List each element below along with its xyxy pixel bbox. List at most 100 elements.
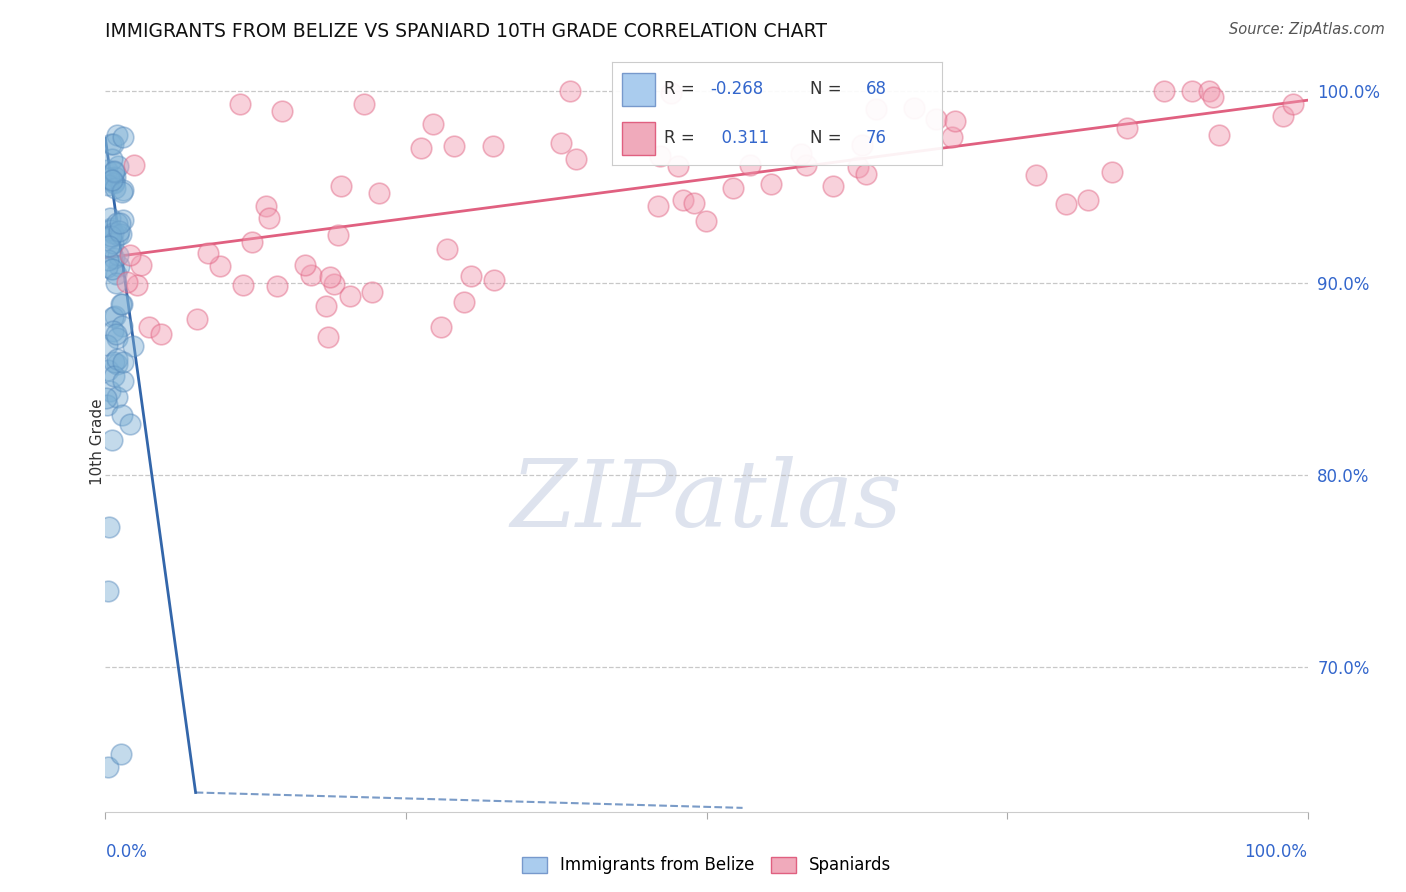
Point: [326, 227, 349, 242]
Point: [550, 136, 572, 150]
Point: [1180, 84, 1202, 98]
Point: [103, 176, 125, 190]
Point: [98, 211, 121, 226]
Point: [1025, 169, 1047, 183]
Point: [138, 319, 160, 334]
Text: ZIPatlas: ZIPatlas: [510, 456, 903, 546]
Point: [683, 196, 706, 211]
Point: [794, 158, 817, 172]
Point: [111, 354, 134, 368]
Point: [105, 276, 128, 290]
Point: [436, 242, 458, 256]
Point: [112, 375, 135, 389]
Point: [925, 112, 948, 126]
Point: [103, 324, 125, 338]
Point: [453, 295, 475, 310]
Point: [821, 179, 844, 194]
Point: [361, 285, 384, 300]
Point: [97, 363, 120, 377]
Point: [110, 185, 132, 199]
Point: [100, 221, 122, 235]
Point: [481, 139, 503, 153]
Point: [97, 760, 120, 774]
Text: N =: N =: [810, 129, 846, 147]
Point: [103, 252, 125, 266]
Point: [105, 267, 128, 281]
Point: [107, 248, 129, 262]
Point: [107, 351, 129, 366]
Point: [125, 278, 148, 293]
Point: [101, 226, 124, 240]
Point: [103, 175, 125, 189]
Point: [108, 260, 131, 274]
Point: [666, 160, 689, 174]
Point: [103, 369, 125, 384]
Point: [110, 297, 132, 311]
Point: [98, 171, 121, 186]
Point: [103, 164, 125, 178]
Point: [94, 391, 117, 405]
Point: [97, 583, 120, 598]
Point: [103, 355, 125, 369]
Point: [104, 326, 127, 341]
Point: [422, 118, 444, 132]
Point: [111, 408, 134, 422]
Point: [100, 262, 122, 277]
Point: [1282, 97, 1305, 112]
Point: [266, 279, 288, 293]
Point: [100, 136, 122, 151]
Point: [1153, 84, 1175, 98]
Point: [851, 137, 873, 152]
Point: [111, 296, 134, 310]
Point: [482, 273, 505, 287]
Point: [112, 213, 135, 227]
Point: [231, 277, 253, 292]
Point: [105, 390, 128, 404]
Point: [659, 86, 682, 100]
Point: [411, 141, 433, 155]
Point: [150, 326, 173, 341]
Point: [941, 129, 963, 144]
Point: [1054, 197, 1077, 211]
Point: [367, 186, 389, 201]
Point: [254, 199, 277, 213]
Point: [353, 97, 375, 112]
Point: [319, 269, 342, 284]
Point: [96, 163, 118, 178]
Point: [855, 167, 877, 181]
Text: R =: R =: [665, 129, 700, 147]
Point: [105, 357, 128, 371]
Point: [294, 258, 316, 272]
Point: [103, 236, 125, 251]
FancyBboxPatch shape: [621, 122, 655, 155]
Point: [97, 238, 120, 252]
Point: [98, 520, 121, 534]
Point: [115, 276, 138, 290]
Point: [323, 277, 346, 292]
Point: [186, 312, 208, 326]
Point: [118, 248, 141, 262]
Point: [1077, 193, 1099, 207]
Point: [97, 253, 120, 268]
Point: [740, 158, 762, 172]
Point: [721, 181, 744, 195]
Point: [104, 180, 127, 194]
Point: [101, 433, 124, 447]
Point: [120, 417, 142, 431]
Y-axis label: 10th Grade: 10th Grade: [90, 398, 104, 485]
Point: [110, 747, 132, 761]
Point: [315, 299, 337, 313]
Point: [108, 224, 131, 238]
Point: [105, 216, 128, 230]
Point: [1202, 89, 1225, 103]
Point: [271, 103, 294, 118]
Point: [208, 259, 231, 273]
Point: [330, 179, 353, 194]
Point: [460, 268, 482, 283]
Point: [104, 309, 127, 323]
Point: [103, 137, 125, 152]
Point: [647, 199, 669, 213]
Point: [1272, 110, 1295, 124]
Point: [865, 102, 887, 116]
Text: 100.0%: 100.0%: [1244, 843, 1308, 861]
